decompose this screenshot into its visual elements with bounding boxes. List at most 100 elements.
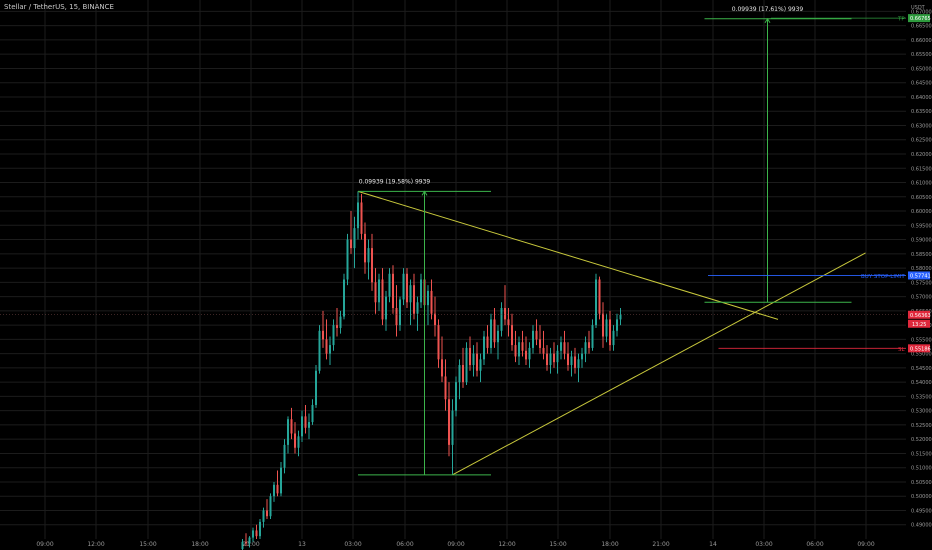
- candle-body: [602, 313, 604, 337]
- order-label: SL: [898, 347, 905, 353]
- candle-body: [560, 342, 562, 351]
- candle-body: [465, 347, 468, 383]
- candle-body: [371, 248, 373, 283]
- candle-body: [444, 376, 447, 400]
- candle-body: [528, 347, 531, 360]
- candle-body: [479, 359, 482, 371]
- candle-body: [525, 350, 527, 360]
- price-tick-label: 0.55500: [911, 337, 932, 343]
- candle-body: [553, 353, 555, 363]
- measure-label: 0.09939 (19.58%) 9939: [359, 178, 431, 185]
- candle-body: [353, 228, 356, 249]
- candle-body: [280, 467, 282, 494]
- candle-body: [294, 433, 296, 448]
- price-tick-label: 0.60000: [911, 209, 932, 215]
- time-tick-label: 03:00: [755, 541, 772, 548]
- price-tick-label: 0.50500: [911, 480, 932, 486]
- candle-body: [472, 353, 475, 366]
- candle-body: [416, 302, 419, 314]
- candle-body: [514, 345, 517, 357]
- price-tick-label: 0.57000: [911, 295, 932, 301]
- price-tick-label: 0.53500: [911, 394, 932, 400]
- time-tick-label: 09:00: [36, 541, 53, 548]
- candle-body: [434, 313, 436, 326]
- candle-body: [315, 370, 317, 405]
- price-tick-label: 0.58000: [911, 266, 932, 272]
- candle-body: [455, 382, 457, 411]
- measure-arrow-icon: [764, 17, 771, 24]
- price-tick-label: 0.54000: [911, 380, 932, 386]
- candle-body: [290, 419, 293, 434]
- candle-body: [476, 353, 478, 371]
- time-tick-label: 09:00: [857, 541, 874, 548]
- price-tick-label: 0.62000: [911, 152, 932, 158]
- candle-body: [483, 336, 485, 360]
- candle-body: [304, 416, 307, 428]
- trendline-upper: [357, 190, 779, 320]
- candle-body: [364, 233, 366, 263]
- price-tick-label: 0.67000: [911, 9, 932, 15]
- order-price-text: 0.66765: [910, 16, 931, 22]
- drawings: 0.09939 (19.58%) 9939 0.09939 (17.61%) 99…: [0, 6, 906, 476]
- candle-body: [332, 325, 335, 346]
- current-price-text: 0.56363: [910, 313, 931, 319]
- price-tick-label: 0.53000: [911, 409, 932, 415]
- candle-body: [266, 510, 268, 517]
- candle-body: [385, 296, 387, 320]
- price-tick-label: 0.62500: [911, 138, 932, 144]
- candle-body: [297, 436, 300, 448]
- candle-body: [535, 330, 538, 340]
- price-tick-label: 0.60500: [911, 195, 932, 201]
- candle-body: [609, 319, 611, 346]
- symbol-header: Stellar / TetherUS, 15, BINANCE: [4, 3, 114, 11]
- candle-body: [546, 353, 548, 366]
- order-price-tag: [908, 271, 930, 280]
- time-tick-label: 14: [709, 541, 717, 548]
- candle-body: [276, 484, 279, 494]
- candle-body: [563, 342, 566, 354]
- order-price-text: 0.57741: [910, 273, 931, 279]
- currency-label: USDT: [911, 5, 926, 11]
- candle-body: [539, 339, 541, 348]
- time-tick-label: 06:00: [806, 541, 823, 548]
- price-tick-label: 0.65500: [911, 52, 932, 58]
- price-tick-label: 0.49000: [911, 523, 932, 529]
- price-tick-label: 0.64000: [911, 95, 932, 101]
- candle-body: [584, 342, 587, 354]
- time-tick-label: 18:00: [601, 541, 618, 548]
- candle-body: [339, 316, 342, 328]
- candle-body: [346, 239, 349, 280]
- candle-body: [497, 330, 499, 343]
- price-tick-label: 0.52500: [911, 423, 932, 429]
- candle-body: [308, 422, 310, 428]
- order-price-tag: [908, 344, 930, 353]
- time-tick-label: 15:00: [549, 541, 566, 548]
- candle-body: [252, 530, 254, 538]
- candle-body: [598, 279, 601, 314]
- candle-body: [619, 314, 622, 320]
- candle-body: [469, 347, 471, 366]
- time-tick-label: 09:00: [447, 541, 464, 548]
- candle-body: [448, 399, 450, 445]
- candle-body: [577, 359, 580, 368]
- order-label: BUY STOP-LIMIT: [861, 274, 905, 280]
- price-tick-label: 0.55000: [911, 352, 932, 358]
- candle-body: [451, 410, 454, 445]
- candle-body: [325, 339, 328, 354]
- candle-body: [287, 419, 289, 445]
- candle-body: [255, 530, 258, 537]
- candle-body: [245, 541, 247, 544]
- candle-body: [262, 510, 265, 522]
- price-tick-label: 0.59500: [911, 223, 932, 229]
- candle-body: [500, 308, 503, 331]
- candle-body: [392, 273, 394, 308]
- candle-body: [605, 319, 608, 337]
- price-tick-label: 0.66500: [911, 24, 932, 30]
- candle-body: [532, 330, 534, 348]
- price-tick-label: 0.57500: [911, 280, 932, 286]
- time-tick-label: 21:00: [242, 541, 259, 548]
- candle-body: [343, 279, 345, 317]
- candle-body: [542, 347, 545, 354]
- price-tick-label: 0.61000: [911, 181, 932, 187]
